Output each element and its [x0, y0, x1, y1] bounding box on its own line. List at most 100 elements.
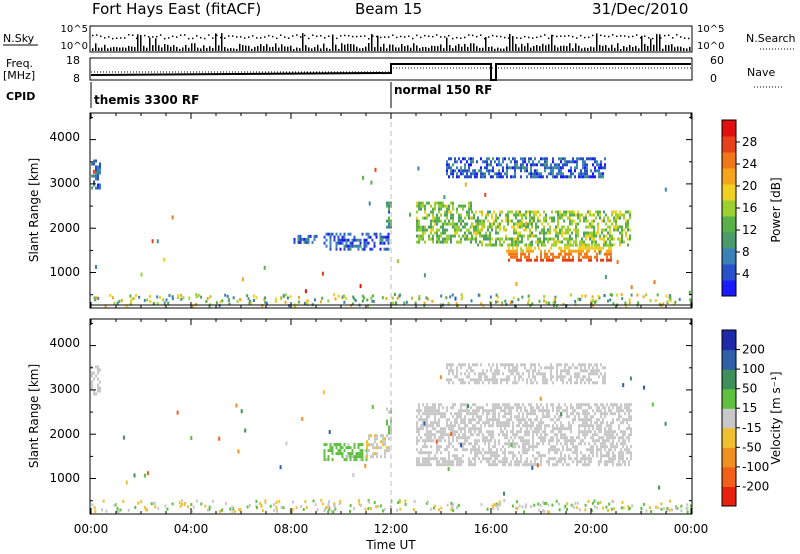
heatmap-cell-velocity — [606, 436, 608, 440]
heatmap-cell-velocity — [574, 381, 576, 385]
heatmap-cell-velocity — [466, 448, 468, 452]
heatmap-cell-power — [674, 300, 677, 304]
heatmap-cell-velocity — [580, 378, 582, 382]
colorbar-tick-label: 200 — [742, 343, 765, 357]
heatmap-cell-velocity — [520, 406, 522, 410]
noise-search-dot — [340, 35, 342, 37]
heatmap-cell-velocity — [686, 510, 689, 514]
heatmap-cell-velocity — [618, 460, 620, 464]
heatmap-cell-power — [566, 163, 568, 167]
heatmap-cell-velocity — [584, 436, 586, 440]
heatmap-cell-velocity — [592, 448, 594, 452]
heatmap-cell-power — [497, 222, 499, 226]
heatmap-cell-velocity — [418, 433, 420, 437]
heatmap-cell-velocity — [329, 443, 332, 447]
heatmap-cell-velocity — [628, 439, 630, 443]
noise-bar — [587, 47, 589, 51]
heatmap-cell-velocity — [524, 430, 526, 434]
heatmap-cell-velocity — [582, 412, 584, 416]
heatmap-cell-velocity — [602, 378, 604, 382]
heatmap-cell-power — [625, 225, 627, 229]
heatmap-cell-velocity — [146, 508, 149, 512]
heatmap-cell-velocity — [490, 436, 492, 440]
heatmap-cell-velocity — [97, 371, 99, 375]
heatmap-cell-velocity — [596, 433, 598, 437]
heatmap-cell-power — [559, 228, 561, 232]
noise-bar — [308, 47, 310, 51]
heatmap-cell-velocity — [357, 455, 360, 459]
nave-tick-bottom: 0 — [710, 72, 717, 85]
heatmap-cell-power — [590, 258, 592, 262]
heatmap-cell-velocity — [554, 415, 556, 419]
heatmap-cell-power — [560, 169, 562, 173]
heatmap-cell-velocity — [454, 454, 456, 458]
heatmap-cell-velocity — [478, 427, 480, 431]
heatmap-cell-power — [416, 201, 418, 205]
noise-bar — [245, 45, 247, 51]
heatmap-cell-power — [534, 175, 536, 179]
heatmap-cell-velocity — [361, 449, 364, 453]
heatmap-cell-power — [561, 228, 563, 232]
heatmap-cell-power — [603, 219, 605, 223]
heatmap-cell-velocity — [91, 371, 93, 375]
heatmap-cell-velocity — [478, 421, 480, 425]
heatmap-cell-velocity — [440, 430, 442, 434]
heatmap-cell-velocity — [556, 463, 558, 467]
heatmap-cell-power — [303, 240, 306, 244]
heatmap-cell-velocity — [448, 445, 450, 449]
heatmap-cell-velocity — [630, 433, 632, 437]
heatmap-cell-power — [450, 222, 452, 226]
heatmap-cell-velocity — [323, 443, 326, 447]
heatmap-cell-velocity — [428, 460, 430, 464]
heatmap-cell-power — [559, 216, 561, 220]
heatmap-cell-velocity — [548, 366, 550, 370]
heatmap-cell-power — [282, 293, 285, 298]
noise-bar — [380, 46, 382, 51]
noise-bar — [275, 43, 277, 51]
heatmap-cell-velocity — [512, 439, 514, 443]
heatmap-cell-power — [446, 234, 448, 238]
heatmap-cell-power — [548, 255, 550, 259]
heatmap-cell-power — [531, 210, 533, 214]
heatmap-cell-velocity — [591, 501, 594, 505]
time-tick-0: 00:00 — [74, 522, 109, 536]
noise-bar — [563, 45, 565, 51]
heatmap-cell-power — [466, 237, 468, 241]
heatmap-cell-velocity — [590, 460, 592, 464]
heatmap-cell-power — [593, 213, 595, 217]
heatmap-cell-velocity — [568, 415, 570, 419]
noise-search-dot — [532, 37, 534, 39]
heatmap-cell-velocity — [628, 506, 631, 510]
heatmap-cell-power — [497, 231, 499, 235]
heatmap-cell-velocity — [434, 504, 436, 508]
noise-bar — [503, 48, 505, 51]
heatmap-cell-velocity — [594, 430, 596, 434]
noise-bar — [221, 33, 223, 51]
heatmap-cell-power — [418, 240, 420, 244]
heatmap-cell-velocity — [466, 406, 468, 410]
heatmap-cell-power — [575, 228, 577, 232]
heatmap-cell-velocity — [420, 424, 422, 428]
heatmap-cell-power — [566, 258, 568, 262]
heatmap-cell-power — [507, 210, 509, 214]
heatmap-cell-velocity — [339, 443, 342, 447]
heatmap-cell-power — [570, 169, 572, 173]
heatmap-cell-power — [524, 160, 526, 164]
noise-bar — [332, 35, 334, 51]
heatmap-cell-power — [570, 160, 572, 164]
heatmap-cell-velocity — [498, 421, 500, 425]
heatmap-cell-power — [93, 162, 95, 166]
heatmap-cell-power — [307, 240, 310, 244]
heatmap-cell-velocity — [566, 406, 568, 410]
heatmap-cell-power — [436, 237, 438, 241]
heatmap-cell-power — [586, 249, 588, 253]
heatmap-cell-velocity — [384, 455, 386, 459]
heatmap-cell-velocity — [590, 369, 592, 373]
heatmap-cell-power — [598, 250, 601, 255]
heatmap-cell-velocity — [478, 415, 480, 419]
heatmap-cell-velocity — [125, 480, 128, 485]
heatmap-cell-power — [535, 213, 537, 217]
heatmap-cell-velocity — [91, 365, 93, 369]
heatmap-cell-power — [371, 247, 374, 251]
heatmap-cell-velocity — [490, 378, 492, 382]
